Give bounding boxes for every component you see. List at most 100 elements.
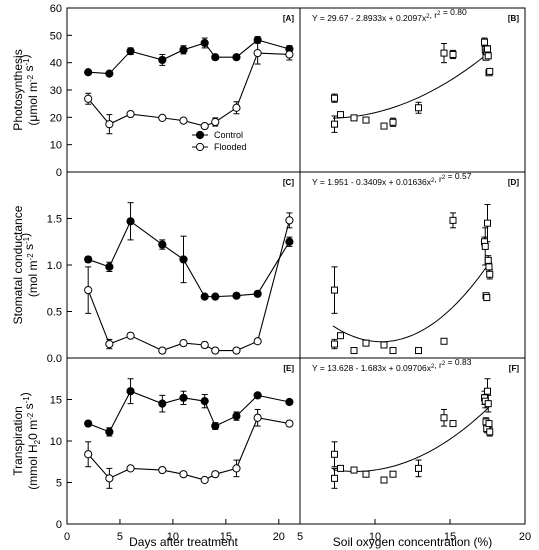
data-point <box>389 347 397 355</box>
data-point-control <box>105 427 114 436</box>
data-point <box>484 45 491 53</box>
data-point-flooded <box>158 113 167 122</box>
y-tick-label: 0.0 <box>47 353 62 365</box>
y-tick-label: 0 <box>56 167 62 179</box>
x-axis-label: Soil oxygen concentration (%) <box>333 535 492 549</box>
panel-label: [D] <box>508 178 519 187</box>
y-tick-label: 15 <box>50 395 62 407</box>
data-point-control <box>200 292 209 301</box>
data-point-flooded <box>179 470 188 479</box>
data-point-control <box>232 412 241 421</box>
legend-label-control: Control <box>214 130 243 140</box>
data-point-flooded <box>179 116 188 125</box>
panel-label: [C] <box>283 178 294 187</box>
data-point <box>362 116 370 124</box>
data-point-flooded <box>285 50 294 59</box>
data-point <box>486 428 494 436</box>
x-axis-label: Days after treatment <box>129 535 238 549</box>
series-line-flooded <box>87 220 290 352</box>
regression-equation: Y = 1.951 - 0.3409x + 0.01636x2, r2 = 0.… <box>312 171 472 187</box>
data-point-control <box>200 397 209 406</box>
regression-equation: Y = 13.628 - 1.683x + 0.09706x2, r2 = 0.… <box>312 357 472 373</box>
data-point <box>484 219 491 227</box>
y-tick-label: 10 <box>50 436 62 448</box>
data-point-flooded <box>232 103 241 112</box>
data-point <box>337 464 344 472</box>
y-tick-label: 1.5 <box>47 214 62 226</box>
legend-marker-control <box>195 130 205 140</box>
data-point <box>350 466 358 474</box>
data-point-control <box>126 217 135 226</box>
data-point-flooded <box>232 464 241 473</box>
data-point <box>389 118 397 126</box>
data-point <box>484 52 492 60</box>
panel-b: [B] Y = 29.67 - 2.8933x + 0.2097x2, r2 = … <box>299 7 526 173</box>
x-tick-label: 20 <box>519 531 531 543</box>
data-point-flooded <box>105 474 114 483</box>
data-point <box>331 450 338 458</box>
data-point-flooded <box>126 331 135 340</box>
y-tick-label: 1.0 <box>47 260 62 272</box>
data-point-flooded <box>84 450 93 459</box>
panel-label: [A] <box>283 14 294 23</box>
x-tick-label: 10 <box>167 531 179 543</box>
data-point-flooded <box>211 346 220 355</box>
panel-e: [E] 0 5 10 15 0 5 10 15 20 Days after treatment Tra… <box>11 357 301 549</box>
data-point <box>484 387 491 395</box>
data-point-control <box>179 393 188 402</box>
data-point <box>415 104 422 112</box>
data-point <box>337 332 344 340</box>
fit-curve <box>332 406 490 472</box>
data-point-flooded <box>211 117 220 127</box>
data-point-control <box>84 255 93 264</box>
data-point-flooded <box>84 286 93 295</box>
x-tick-label: 5 <box>117 531 123 543</box>
data-point-control <box>211 53 220 62</box>
data-point-flooded <box>253 49 262 58</box>
data-point-control <box>179 45 188 54</box>
data-point <box>484 256 492 264</box>
x-tick-label: 15 <box>220 531 232 543</box>
data-point-flooded <box>126 109 135 119</box>
data-point <box>440 49 448 57</box>
data-point-control <box>126 47 135 56</box>
data-point-control <box>211 421 220 431</box>
data-point <box>486 67 494 75</box>
data-point <box>380 341 388 349</box>
data-point-flooded <box>105 120 114 129</box>
y-tick-label: 20 <box>50 112 62 124</box>
data-point <box>485 263 493 271</box>
data-point <box>331 94 338 102</box>
y-tick-label: 0 <box>56 519 62 531</box>
data-point-control <box>200 38 209 48</box>
data-point-control <box>158 55 167 65</box>
data-point-flooded <box>253 337 262 346</box>
x-tick-label: 10 <box>369 531 381 543</box>
panel-label: [E] <box>283 364 294 373</box>
data-point-control <box>211 292 220 301</box>
panel-frame <box>299 7 526 173</box>
data-point <box>380 122 388 130</box>
data-point-flooded <box>253 413 262 422</box>
data-point-control <box>84 68 93 77</box>
legend-label-flooded: Flooded <box>214 142 247 152</box>
data-point-control <box>232 53 241 62</box>
y-tick-label: 60 <box>50 3 62 15</box>
data-point-control <box>285 237 294 246</box>
legend-marker-flooded <box>195 142 205 152</box>
data-point-flooded <box>211 470 220 479</box>
data-point-control <box>285 397 294 407</box>
data-point <box>449 420 457 428</box>
panel-f: [F] 5 10 15 20 Soil oxygen concentration (%) Y… <box>297 357 531 549</box>
data-point-control <box>158 240 167 249</box>
data-point-control <box>253 289 262 298</box>
data-point-flooded <box>179 339 188 348</box>
y-tick-label: 40 <box>50 58 62 70</box>
data-point <box>486 270 494 278</box>
series-line-control <box>87 220 290 298</box>
data-point <box>415 347 422 355</box>
data-point-control <box>105 69 114 78</box>
data-point <box>440 337 448 345</box>
data-point-flooded <box>200 340 209 350</box>
data-point <box>331 286 338 294</box>
